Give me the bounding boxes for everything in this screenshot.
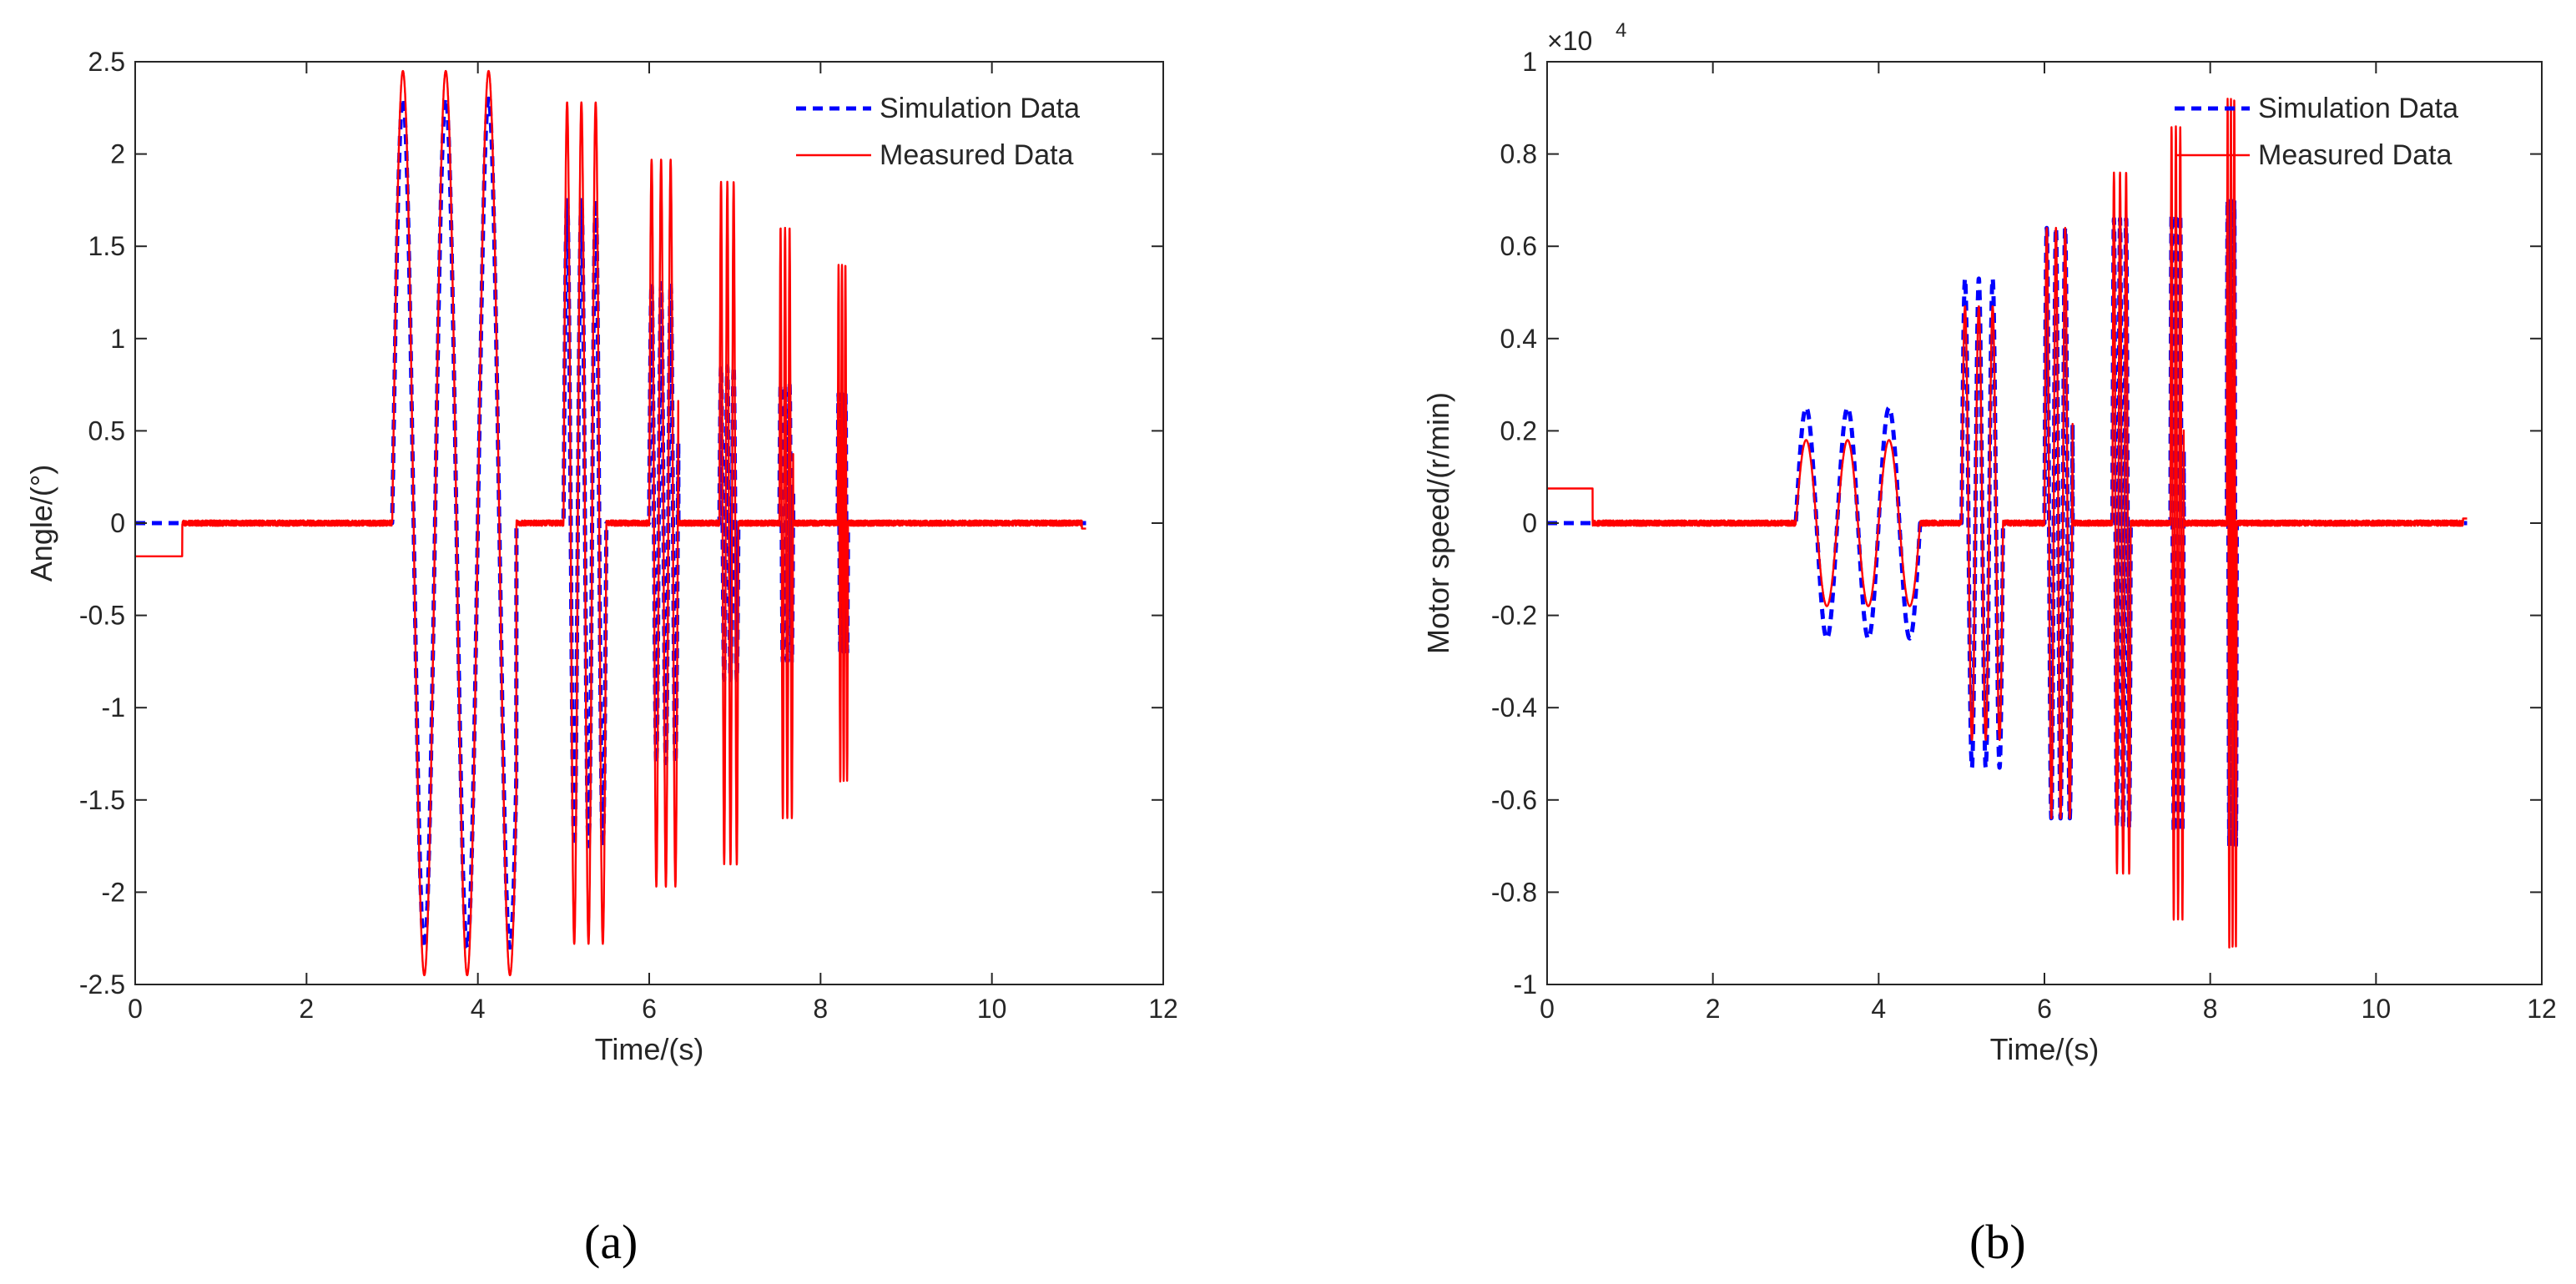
x-tick-label: 0	[1540, 994, 1555, 1024]
x-axis-label: Time/(s)	[595, 1032, 704, 1066]
y-tick-label: 0.4	[1500, 324, 1537, 354]
y-tick-label: 0	[110, 508, 125, 538]
x-tick-label: 2	[1706, 994, 1721, 1024]
x-tick-label: 0	[128, 994, 143, 1024]
y-tick-label: -1	[1514, 969, 1537, 1000]
y-tick-label: 1.5	[88, 231, 125, 261]
panel-label-a: (a)	[584, 1215, 638, 1269]
y-tick-label: -2.5	[79, 969, 125, 1000]
y-tick-label: -2	[102, 877, 125, 907]
y-axis-multiplier-exponent: 4	[1616, 19, 1626, 42]
y-tick-label: 1	[110, 324, 125, 354]
y-axis-multiplier: ×10	[1547, 26, 1592, 56]
chart-panel-b: 0 2 4 6 8 10 12 1 0.8 0.6 0.4 0.2 0 -0.2 -0.4 -0.6 -0.8 -…	[1421, 19, 2557, 1066]
x-tick-label: 2	[299, 994, 314, 1024]
x-tick-label: 4	[1871, 994, 1886, 1024]
y-tick-label: -1	[102, 692, 125, 723]
legend: Simulation Data Measured Data	[2175, 93, 2458, 171]
y-tick-label: 0.5	[88, 415, 125, 446]
x-tick-label: 12	[1148, 994, 1178, 1024]
x-tick-label: 4	[471, 994, 486, 1024]
y-tick-label: -0.6	[1491, 785, 1537, 815]
y-tick-label: -1.5	[79, 785, 125, 815]
y-tick-label: -0.4	[1491, 692, 1537, 723]
x-tick-label: 6	[2037, 994, 2052, 1024]
x-tick-label: 12	[2527, 994, 2557, 1024]
y-tick-label: 0.6	[1500, 231, 1537, 261]
y-tick-label: 0.2	[1500, 415, 1537, 446]
y-tick-label: -0.2	[1491, 601, 1537, 631]
legend-label-simulation: Simulation Data	[2258, 93, 2458, 124]
x-tick-label: 6	[642, 994, 657, 1024]
series-line-measured	[1545, 98, 2468, 949]
series-line-measured	[134, 69, 1087, 977]
y-tick-label: 1	[1522, 47, 1537, 77]
y-tick-label: -0.8	[1491, 877, 1537, 907]
y-tick-label: 2.5	[88, 47, 125, 77]
x-tick-label: 10	[977, 994, 1007, 1024]
y-tick-label: -0.5	[79, 601, 125, 631]
panel-label-b: (b)	[1969, 1215, 2026, 1269]
chart-panel-a: 0 2 4 6 8 10 12 2.5 2 1.5 1 0.5 0 -0.5 -1 -1.5 -2 -2.5 Tim…	[24, 47, 1178, 1066]
x-tick-label: 10	[2362, 994, 2392, 1024]
y-axis-label: Motor speed/(r/min)	[1421, 392, 1455, 654]
x-tick-label: 8	[813, 994, 828, 1024]
legend-label-simulation: Simulation Data	[880, 93, 1080, 124]
y-tick-label: 0	[1522, 508, 1537, 538]
legend-label-measured: Measured Data	[880, 139, 1074, 171]
y-axis-label: Angle/(°)	[24, 465, 58, 582]
x-tick-label: 8	[2203, 994, 2218, 1024]
y-tick-label: 0.8	[1500, 139, 1537, 169]
x-axis-label: Time/(s)	[1990, 1032, 2100, 1066]
legend-label-measured: Measured Data	[2258, 139, 2452, 171]
y-tick-label: 2	[110, 139, 125, 169]
legend: Simulation Data Measured Data	[796, 93, 1080, 171]
